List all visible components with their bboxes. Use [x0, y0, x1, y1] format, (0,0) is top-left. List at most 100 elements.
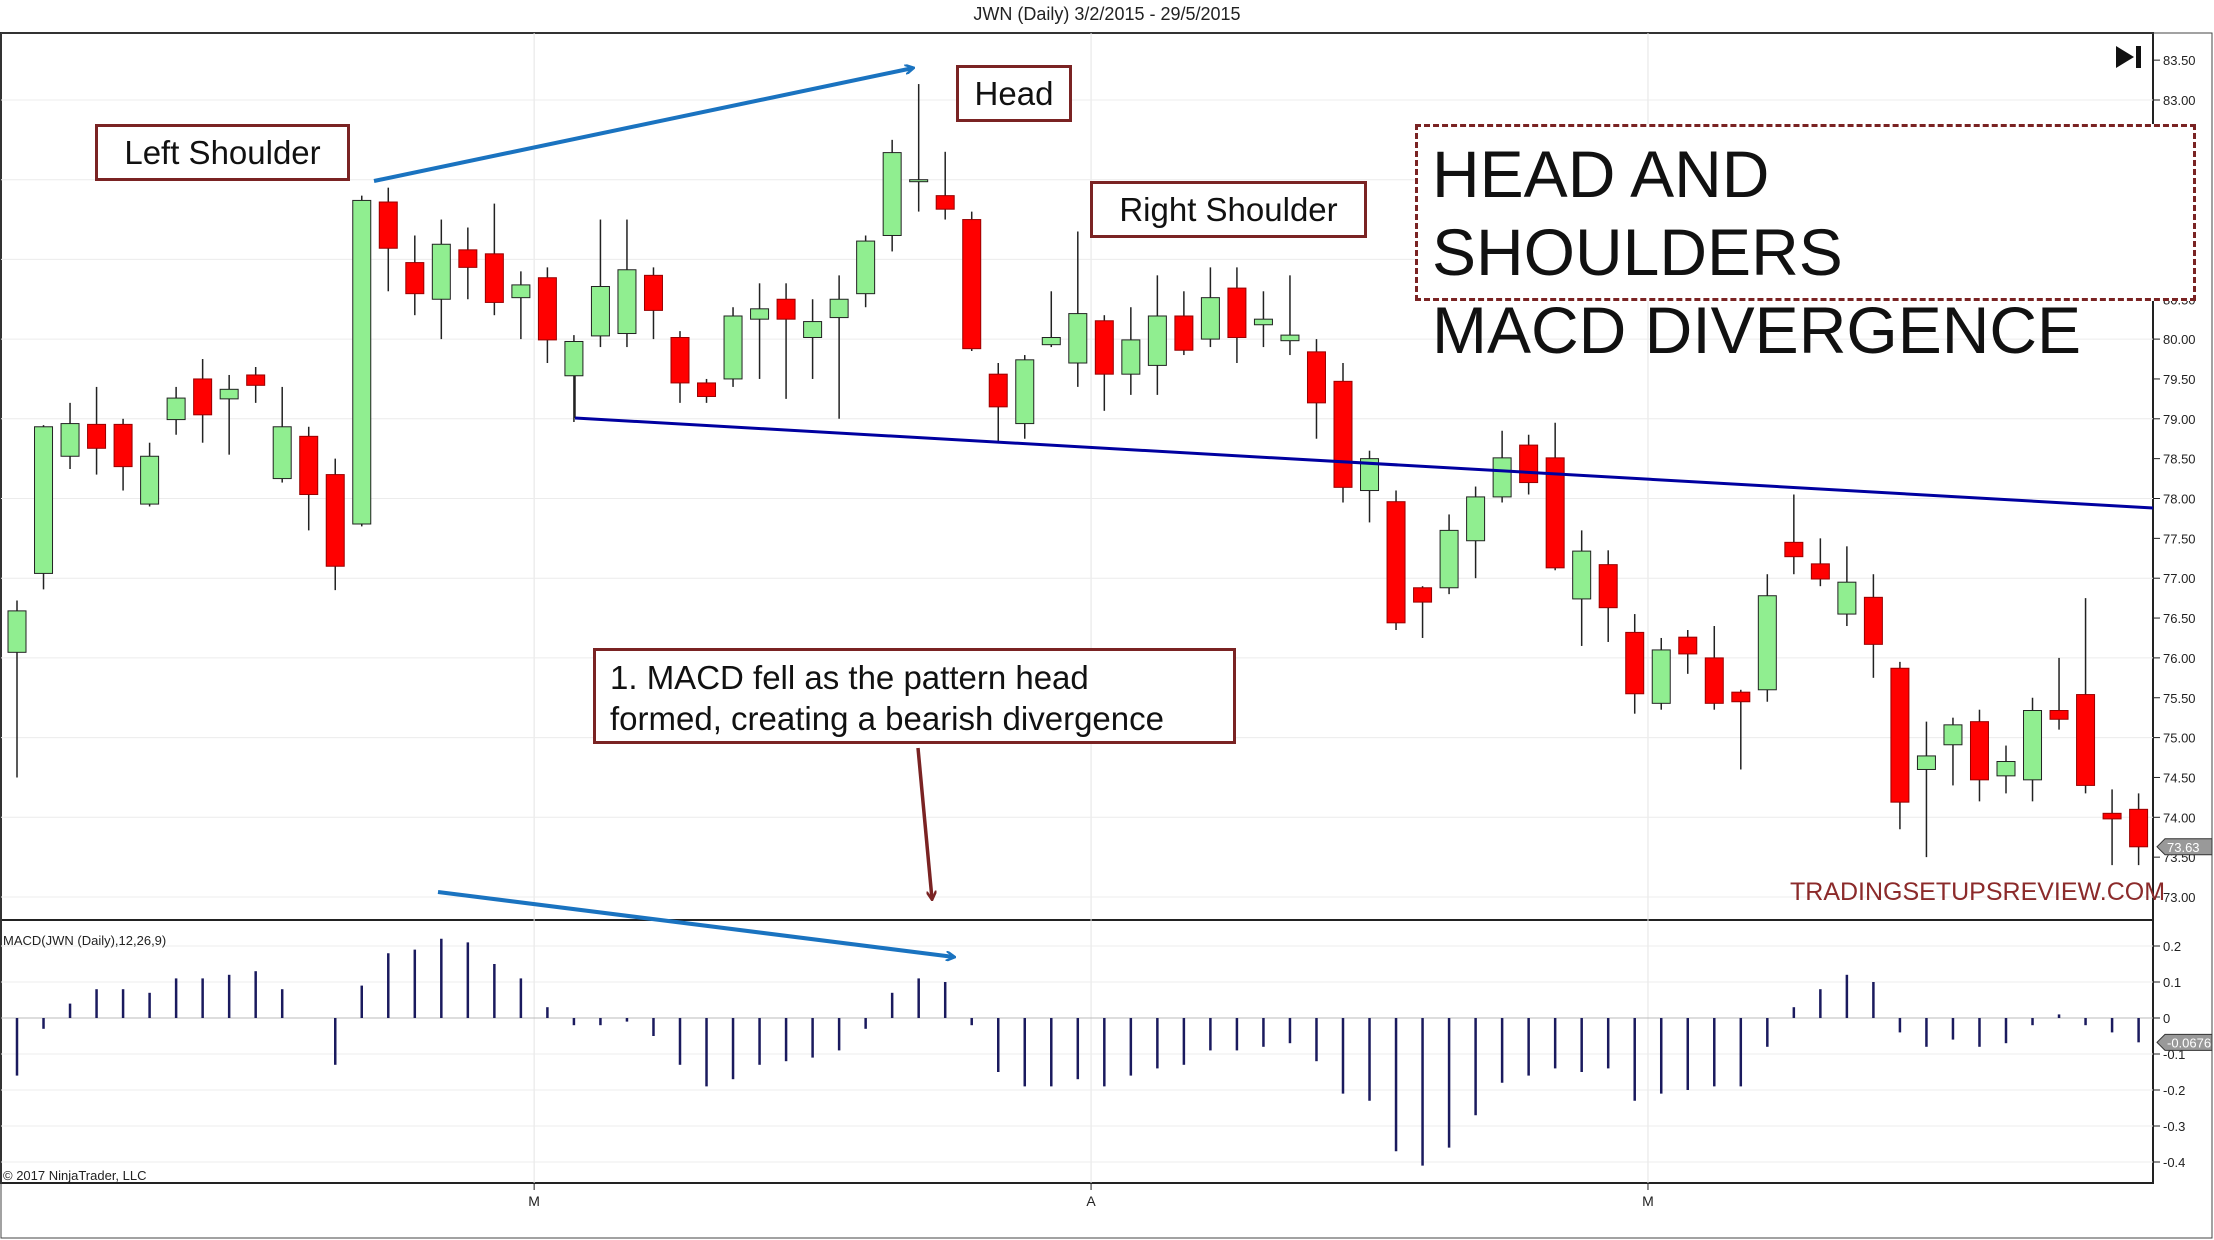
macd-y-tick-label: -0.2: [2163, 1083, 2185, 1098]
candle-down: [87, 423, 107, 449]
candle-up: [2023, 710, 2043, 781]
y-tick-label: 78.00: [2163, 492, 2196, 507]
candle-down: [1545, 457, 1565, 569]
headline-line-2: MACD DIVERGENCE: [1432, 293, 2082, 367]
left-shoulder-label: Left Shoulder: [95, 124, 350, 181]
candle-up: [750, 308, 770, 320]
candle-down: [2049, 710, 2069, 720]
y-tick-label: 75.00: [2163, 731, 2196, 746]
play-to-end-icon[interactable]: [2114, 44, 2144, 70]
note-line-1: 1. MACD fell as the pattern head: [610, 659, 1089, 696]
y-tick-label: 73.00: [2163, 890, 2196, 905]
chart-title: JWN (Daily) 3/2/2015 - 29/5/2015: [973, 4, 1241, 24]
candle-down: [299, 435, 319, 496]
headline-box: HEAD AND SHOULDERS MACD DIVERGENCE: [1415, 124, 2196, 367]
y-tick-label: 76.00: [2163, 651, 2196, 666]
candle-down: [1227, 287, 1247, 339]
y-tick-label: 77.50: [2163, 531, 2196, 546]
x-tick-label: M: [528, 1193, 540, 1209]
candle-up: [803, 321, 823, 339]
head-label: Head: [956, 65, 1072, 122]
y-tick-label: 79.00: [2163, 412, 2196, 427]
macd-indicator-label: MACD(JWN (Daily),12,26,9): [3, 933, 167, 948]
last-price-tag-shape: [2156, 838, 2213, 856]
macd-note-box: 1. MACD fell as the pattern head formed,…: [593, 648, 1236, 744]
candle-up: [1253, 318, 1273, 326]
candle-down: [113, 423, 133, 468]
candle-down: [325, 474, 345, 567]
candle-up: [590, 285, 610, 337]
candle-up: [1015, 359, 1035, 425]
candle-up: [1572, 550, 1592, 600]
y-tick-label: 74.50: [2163, 770, 2196, 785]
candle-up: [1147, 315, 1167, 366]
last-price-tag: 73.63: [2167, 840, 2200, 855]
candle-down: [1413, 587, 1433, 603]
candle-down: [537, 277, 557, 341]
neckline: [574, 416, 2154, 510]
candle-up: [723, 315, 743, 380]
candle-up: [219, 388, 239, 400]
candle-up: [1439, 529, 1459, 589]
candle-up: [1121, 339, 1141, 375]
macd-lower-high-arrow: [437, 890, 954, 957]
candle-down: [193, 378, 213, 416]
macd-y-tick-label: 0.1: [2163, 975, 2181, 990]
candle-down: [1386, 501, 1406, 624]
candle-up: [882, 152, 902, 236]
note-line-2: formed, creating a bearish divergence: [610, 700, 1164, 737]
candle-up: [1916, 755, 1936, 770]
candle-up: [1757, 595, 1777, 691]
candle-up: [272, 426, 292, 480]
candle-up: [1041, 337, 1061, 346]
candle-up: [1360, 458, 1380, 492]
candle-up: [166, 397, 186, 421]
candle-up: [34, 426, 54, 574]
candle-down: [1625, 631, 1645, 695]
candle-down: [935, 195, 955, 210]
last-macd-tag: -0.0676: [2167, 1035, 2211, 1050]
candle-down: [1678, 636, 1698, 655]
y-tick-label: 74.00: [2163, 810, 2196, 825]
x-tick-label: M: [1642, 1193, 1654, 1209]
candle-down: [2129, 808, 2149, 848]
y-tick-label: 77.00: [2163, 571, 2196, 586]
right-shoulder-label: Right Shoulder: [1090, 181, 1367, 238]
candle-down: [1598, 564, 1618, 609]
candle-down: [643, 274, 663, 311]
candle-up: [1068, 313, 1088, 364]
candle-up: [1280, 334, 1300, 342]
candle-up: [140, 455, 160, 505]
candle-down: [697, 382, 717, 397]
x-tick-label: A: [1086, 1193, 1096, 1209]
candle-down: [988, 373, 1008, 408]
candle-up: [909, 179, 929, 183]
y-tick-label: 75.50: [2163, 691, 2196, 706]
candle-down: [1333, 380, 1353, 488]
candle-down: [1174, 315, 1194, 351]
candle-down: [1863, 596, 1883, 645]
candle-up: [617, 269, 637, 335]
candle-up: [1466, 496, 1486, 542]
copyright: © 2017 NinjaTrader, LLC: [3, 1168, 147, 1183]
candle-down: [405, 262, 425, 295]
y-tick-label: 78.50: [2163, 452, 2196, 467]
note-pointer-arrow: [916, 747, 932, 899]
candle-down: [776, 298, 796, 320]
candle-down: [484, 253, 504, 303]
y-tick-label: 76.50: [2163, 611, 2196, 626]
candle-up: [564, 340, 584, 377]
candle-up: [1651, 649, 1671, 704]
candle-down: [1890, 667, 1910, 803]
candle-up: [60, 423, 80, 457]
candle-down: [458, 249, 478, 268]
macd-y-tick-label: -0.4: [2163, 1155, 2185, 1170]
y-tick-label: 79.50: [2163, 372, 2196, 387]
candle-up: [352, 199, 372, 525]
candle-down: [2076, 694, 2096, 786]
outer-frame: [0, 32, 2213, 1239]
candle-down: [1704, 657, 1724, 704]
candle-up: [1200, 297, 1220, 340]
y-tick-label: 83.00: [2163, 93, 2196, 108]
y-tick-label: 80.00: [2163, 332, 2196, 347]
